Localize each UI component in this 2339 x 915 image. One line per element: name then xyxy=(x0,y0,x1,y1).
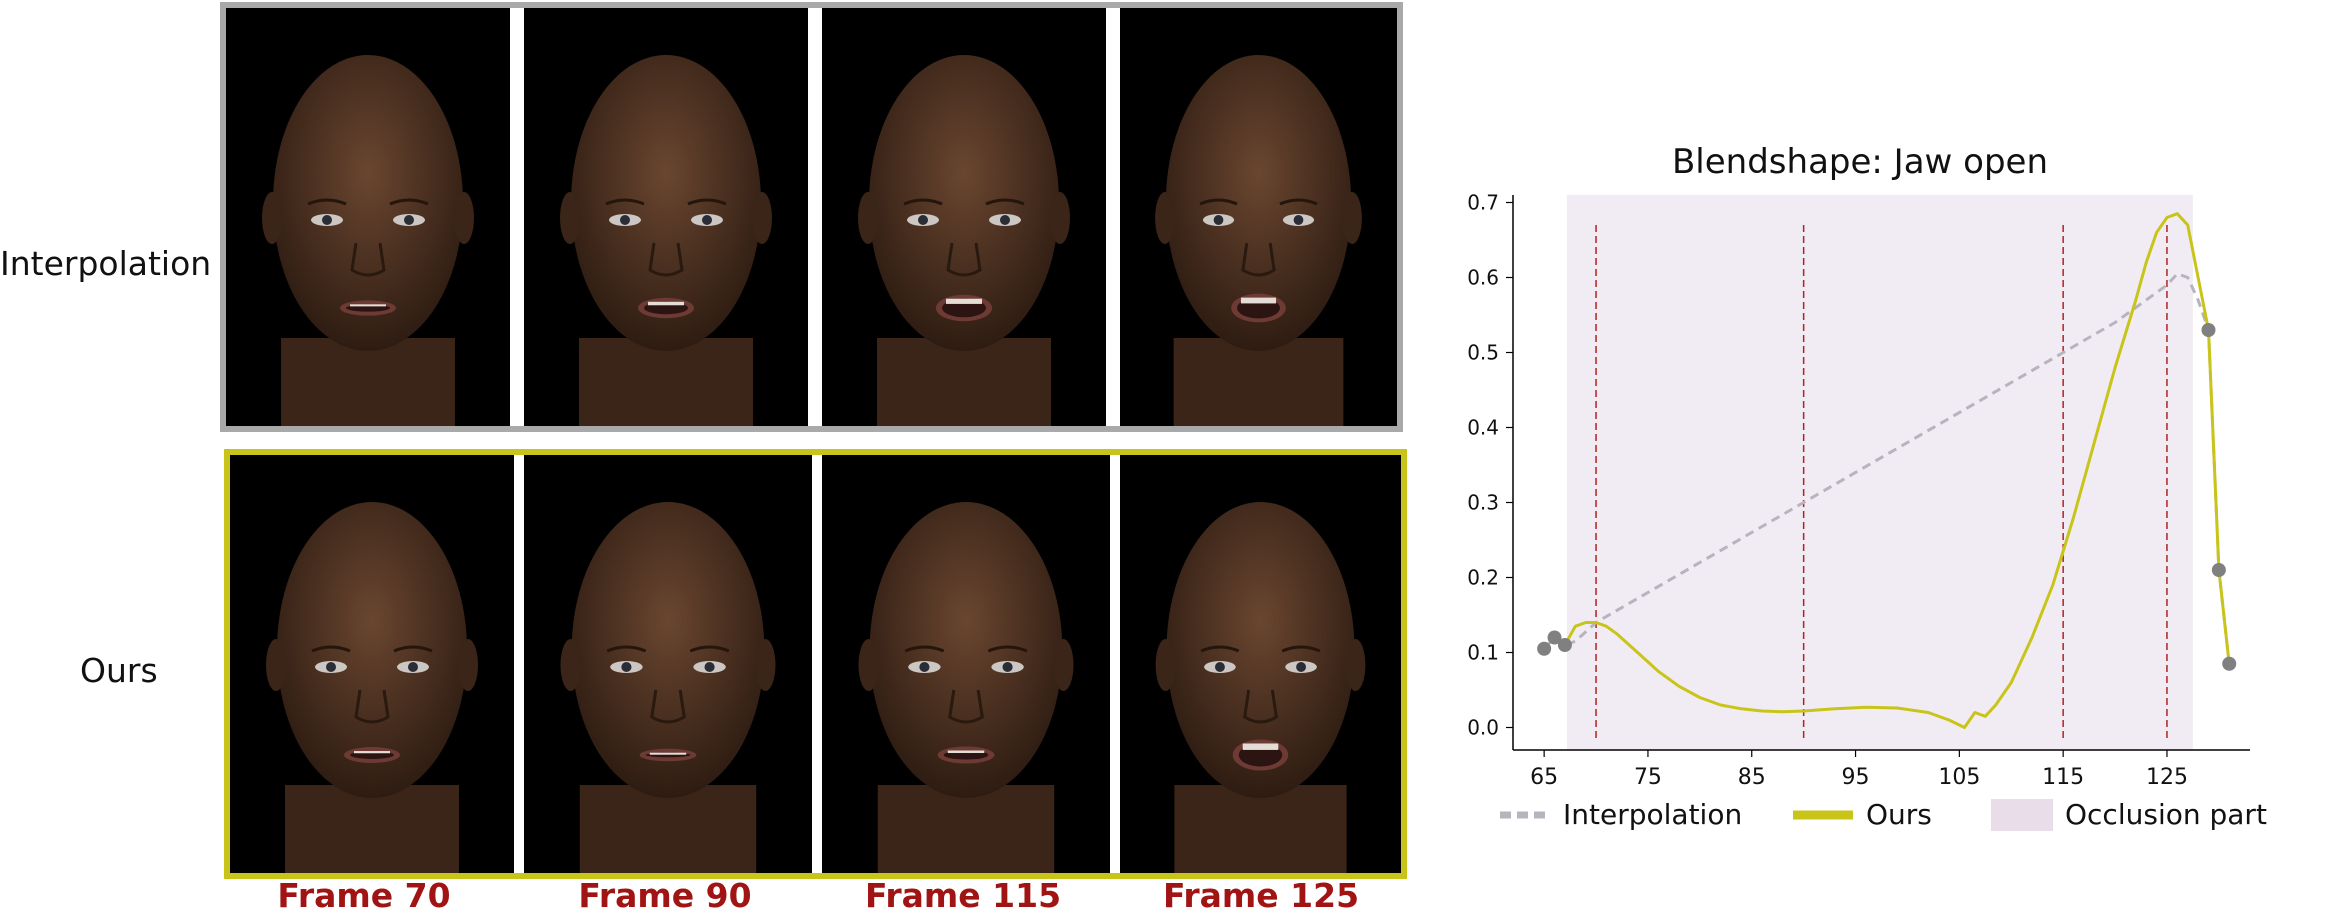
x-tick-label: 115 xyxy=(2042,765,2084,790)
frame-label-70: Frame 70 xyxy=(277,876,451,915)
x-tick-label: 65 xyxy=(1530,765,1558,790)
face-ours-2-render xyxy=(560,502,776,873)
frame-label-115: Frame 115 xyxy=(864,876,1062,915)
x-tick-label: 105 xyxy=(1938,765,1980,790)
face-interp-2-render xyxy=(560,55,772,426)
face-ours-3-render xyxy=(858,502,1074,873)
occlusion-region xyxy=(1566,195,2193,750)
face-ours-4 xyxy=(1120,455,1401,873)
face-ours-4-render xyxy=(1155,502,1366,873)
face-ours-1 xyxy=(230,455,514,873)
jaw-open-chart: 65 75 85 95 105 115 125 0.0 0.1 0.2 0.3 0.4 0.5 0.6 0.… xyxy=(1467,191,2267,831)
face-ours-3 xyxy=(822,455,1110,873)
legend-occlusion-swatch xyxy=(1991,799,2053,831)
keyframe-point xyxy=(1537,641,1552,656)
face-interp-4-render xyxy=(1155,55,1362,426)
face-ours-1-render xyxy=(266,502,478,873)
series-ours-line xyxy=(1563,212,2231,729)
frame-label-125: Frame 125 xyxy=(1162,876,1360,915)
x-tick-label: 85 xyxy=(1738,765,1766,790)
y-tick-label: 0.6 xyxy=(1467,266,1499,290)
y-tick-label: 0.5 xyxy=(1467,341,1499,365)
y-tick-label: 0.0 xyxy=(1467,716,1499,740)
y-tick-label: 0.1 xyxy=(1467,641,1499,665)
x-tick-label: 125 xyxy=(2146,765,2188,790)
series-interpolation-line xyxy=(1542,272,2231,664)
y-tick-label: 0.3 xyxy=(1467,491,1499,515)
row-label-ours: Ours xyxy=(80,651,158,690)
frame-label-90: Frame 90 xyxy=(578,876,752,915)
face-interp-1-render xyxy=(262,55,474,426)
row-label-interpolation: Interpolation xyxy=(0,244,212,283)
keyframe-point xyxy=(2222,656,2237,671)
face-interp-3-render xyxy=(858,55,1070,426)
keyframe-point xyxy=(2201,323,2216,337)
keyframe-point xyxy=(1547,630,1562,645)
face-interp-3 xyxy=(822,8,1106,426)
legend-occlusion-label: Occlusion part xyxy=(2065,798,2267,831)
face-interp-2 xyxy=(524,8,808,426)
legend-ours-label: Ours xyxy=(1866,798,1932,831)
x-tick-label: 75 xyxy=(1634,765,1662,790)
face-interp-1 xyxy=(226,8,510,426)
interpolation-panel xyxy=(220,2,1403,432)
chart-title: Blendshape: Jaw open xyxy=(1671,142,2048,182)
y-tick-label: 0.2 xyxy=(1467,566,1499,590)
y-tick-label: 0.7 xyxy=(1467,191,1499,215)
legend-interpolation-label: Interpolation xyxy=(1563,798,1742,831)
face-ours-2 xyxy=(524,455,812,873)
y-tick-label: 0.4 xyxy=(1467,416,1499,440)
face-interp-4 xyxy=(1120,8,1397,426)
x-tick-label: 95 xyxy=(1842,765,1870,790)
ours-panel xyxy=(224,449,1407,879)
keyframe-point xyxy=(2211,563,2226,577)
keyframe-point xyxy=(1557,638,1572,652)
